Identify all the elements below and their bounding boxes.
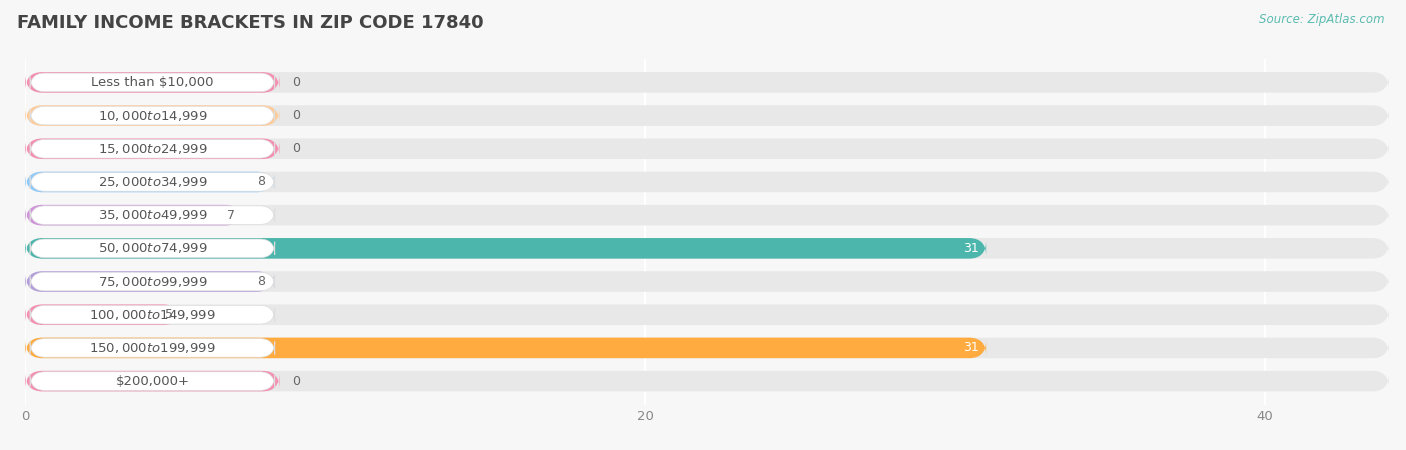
FancyBboxPatch shape <box>25 338 1389 358</box>
Text: 0: 0 <box>292 374 299 387</box>
FancyBboxPatch shape <box>30 140 274 158</box>
Text: 8: 8 <box>257 176 266 189</box>
Text: $75,000 to $99,999: $75,000 to $99,999 <box>97 274 207 288</box>
FancyBboxPatch shape <box>30 73 274 92</box>
Text: $10,000 to $14,999: $10,000 to $14,999 <box>97 108 207 122</box>
FancyBboxPatch shape <box>25 371 1389 392</box>
FancyBboxPatch shape <box>25 338 986 358</box>
FancyBboxPatch shape <box>25 371 280 392</box>
Text: $50,000 to $74,999: $50,000 to $74,999 <box>97 241 207 255</box>
Text: Less than $10,000: Less than $10,000 <box>91 76 214 89</box>
FancyBboxPatch shape <box>25 238 1389 259</box>
FancyBboxPatch shape <box>25 238 986 259</box>
FancyBboxPatch shape <box>30 239 274 258</box>
Text: 31: 31 <box>963 342 979 355</box>
FancyBboxPatch shape <box>25 205 1389 225</box>
FancyBboxPatch shape <box>25 172 1389 192</box>
FancyBboxPatch shape <box>25 105 1389 126</box>
Text: $100,000 to $149,999: $100,000 to $149,999 <box>89 308 215 322</box>
Text: 5: 5 <box>165 308 173 321</box>
FancyBboxPatch shape <box>25 72 280 93</box>
FancyBboxPatch shape <box>25 305 1389 325</box>
FancyBboxPatch shape <box>25 271 273 292</box>
FancyBboxPatch shape <box>30 206 274 225</box>
Text: 0: 0 <box>292 142 299 155</box>
FancyBboxPatch shape <box>30 372 274 391</box>
FancyBboxPatch shape <box>30 106 274 125</box>
Text: $200,000+: $200,000+ <box>115 374 190 387</box>
FancyBboxPatch shape <box>25 139 280 159</box>
Text: $150,000 to $199,999: $150,000 to $199,999 <box>89 341 215 355</box>
FancyBboxPatch shape <box>25 271 1389 292</box>
Text: FAMILY INCOME BRACKETS IN ZIP CODE 17840: FAMILY INCOME BRACKETS IN ZIP CODE 17840 <box>17 14 484 32</box>
FancyBboxPatch shape <box>30 173 274 191</box>
FancyBboxPatch shape <box>25 305 180 325</box>
Text: Source: ZipAtlas.com: Source: ZipAtlas.com <box>1260 14 1385 27</box>
Text: 8: 8 <box>257 275 266 288</box>
FancyBboxPatch shape <box>25 72 1389 93</box>
Text: $35,000 to $49,999: $35,000 to $49,999 <box>97 208 207 222</box>
FancyBboxPatch shape <box>25 105 280 126</box>
FancyBboxPatch shape <box>25 139 1389 159</box>
Text: 31: 31 <box>963 242 979 255</box>
Text: 7: 7 <box>226 209 235 222</box>
Text: $15,000 to $24,999: $15,000 to $24,999 <box>97 142 207 156</box>
FancyBboxPatch shape <box>30 306 274 324</box>
FancyBboxPatch shape <box>30 272 274 291</box>
Text: 0: 0 <box>292 76 299 89</box>
Text: $25,000 to $34,999: $25,000 to $34,999 <box>97 175 207 189</box>
Text: 0: 0 <box>292 109 299 122</box>
FancyBboxPatch shape <box>30 338 274 357</box>
FancyBboxPatch shape <box>25 172 273 192</box>
FancyBboxPatch shape <box>25 205 242 225</box>
